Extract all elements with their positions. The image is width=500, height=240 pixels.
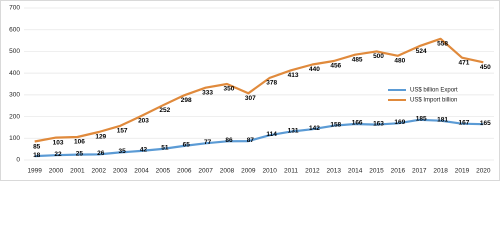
data-label: 440 [309,66,320,73]
data-label: 142 [309,125,320,132]
data-label: 166 [352,120,363,127]
x-tick-label: 2015 [369,168,384,175]
data-label: 106 [74,139,85,146]
data-label: 524 [416,48,427,55]
x-tick-label: 2001 [70,168,85,175]
x-tick-label: 2016 [391,168,406,175]
data-label: 298 [181,97,192,104]
x-tick-label: 2019 [455,168,470,175]
series-line [34,37,484,143]
data-label: 167 [459,119,470,126]
data-label: 129 [95,134,106,141]
data-label: 85 [33,143,41,150]
x-tick-label: 2017 [412,168,427,175]
x-tick-label: 1999 [27,168,42,175]
y-tick-label: 300 [9,92,20,99]
data-label: 86 [225,137,233,144]
x-tick-label: 2010 [262,168,277,175]
data-label: 185 [416,116,427,123]
data-label: 25 [76,150,84,157]
data-label: 165 [480,120,491,127]
x-tick-label: 2002 [92,168,107,175]
data-label: 203 [138,118,149,125]
data-label: 471 [459,59,470,66]
x-tick-label: 2020 [476,168,491,175]
x-tick-label: 2014 [348,168,363,175]
data-label: 500 [373,53,384,60]
data-label: 333 [202,89,213,96]
y-tick-label: 400 [9,70,20,77]
x-tick-label: 2006 [177,168,192,175]
y-tick-label: 700 [9,5,20,12]
x-tick-label: 2013 [327,168,342,175]
series-line [34,118,484,158]
x-tick-label: 2000 [49,168,64,175]
data-label: 456 [330,63,341,70]
data-label: 87 [247,137,255,144]
x-tick-label: 2011 [284,168,298,175]
x-tick-label: 2008 [220,168,235,175]
chart-frame [0,0,500,181]
data-label: 378 [266,80,277,87]
legend-label: US$ billion Export [410,88,458,94]
data-label: 558 [437,41,448,48]
data-label: 169 [394,119,405,126]
data-label: 307 [245,95,256,102]
data-label: 480 [394,57,405,64]
data-label: 22 [54,151,62,158]
data-label: 103 [53,139,64,146]
data-label: 18 [33,152,41,159]
data-label: 252 [159,107,170,114]
data-label: 65 [183,142,191,149]
y-tick-label: 600 [9,26,20,33]
chart: 0 100 200 300 400 500 600 700 1999 2000 2001 2002 20… [0,0,500,181]
data-label: 158 [330,121,341,128]
data-label: 35 [119,148,127,155]
data-label: 26 [97,150,105,157]
data-label: 181 [437,116,448,123]
y-tick-label: 500 [9,48,20,55]
data-label: 77 [204,139,212,146]
y-tick-label: 0 [16,157,20,164]
x-tick-label: 2018 [433,168,448,175]
x-tick-label: 2007 [198,168,213,175]
x-tick-label: 2009 [241,168,256,175]
legend-label: US$ Import billion [410,98,457,104]
data-label: 450 [480,64,491,71]
data-label: 131 [288,127,299,134]
data-label: 51 [161,145,169,152]
x-tick-label: 2003 [113,168,128,175]
y-tick-label: 200 [9,113,20,120]
x-tick-label: 2004 [134,168,149,175]
data-label: 42 [140,147,148,154]
data-label: 114 [266,131,277,138]
x-tick-label: 2005 [156,168,171,175]
y-tick-label: 100 [9,135,20,142]
data-label: 157 [117,128,128,135]
data-label: 413 [288,72,299,79]
data-label: 350 [224,86,235,93]
data-label: 163 [373,120,384,127]
x-tick-label: 2012 [305,168,320,175]
data-label: 485 [352,56,363,63]
